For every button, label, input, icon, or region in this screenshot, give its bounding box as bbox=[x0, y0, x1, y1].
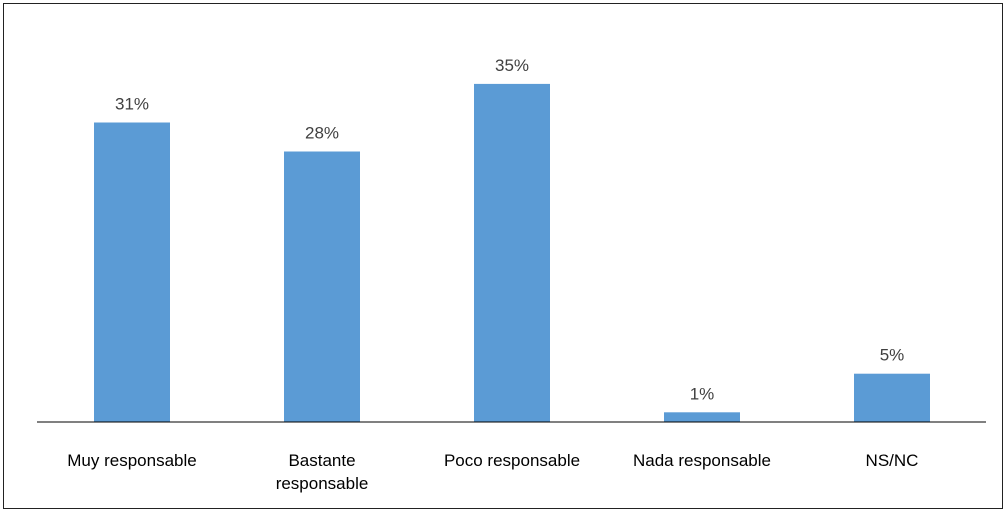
data-label-4: 1% bbox=[690, 384, 715, 403]
category-label-5: NS/NC bbox=[866, 451, 919, 470]
data-label-1: 31% bbox=[115, 95, 149, 114]
category-label-1: Muy responsable bbox=[67, 451, 196, 470]
data-label-5: 5% bbox=[880, 346, 905, 365]
data-label-3: 35% bbox=[495, 56, 529, 75]
bar-1 bbox=[94, 122, 170, 422]
category-label-4: Nada responsable bbox=[633, 451, 771, 470]
bar-4 bbox=[664, 412, 740, 422]
category-label-2-line-1: Bastante bbox=[288, 451, 355, 470]
bar-3 bbox=[474, 83, 550, 423]
category-label-3: Poco responsable bbox=[444, 451, 580, 470]
category-label-2-line-2: responsable bbox=[276, 474, 369, 493]
bar-2 bbox=[284, 151, 360, 422]
data-label-2: 28% bbox=[305, 124, 339, 143]
bars-layer bbox=[94, 83, 930, 423]
labels-layer: 31% Muy responsable 28% Bastante responsable… bbox=[67, 56, 918, 493]
bar-5 bbox=[854, 373, 930, 422]
